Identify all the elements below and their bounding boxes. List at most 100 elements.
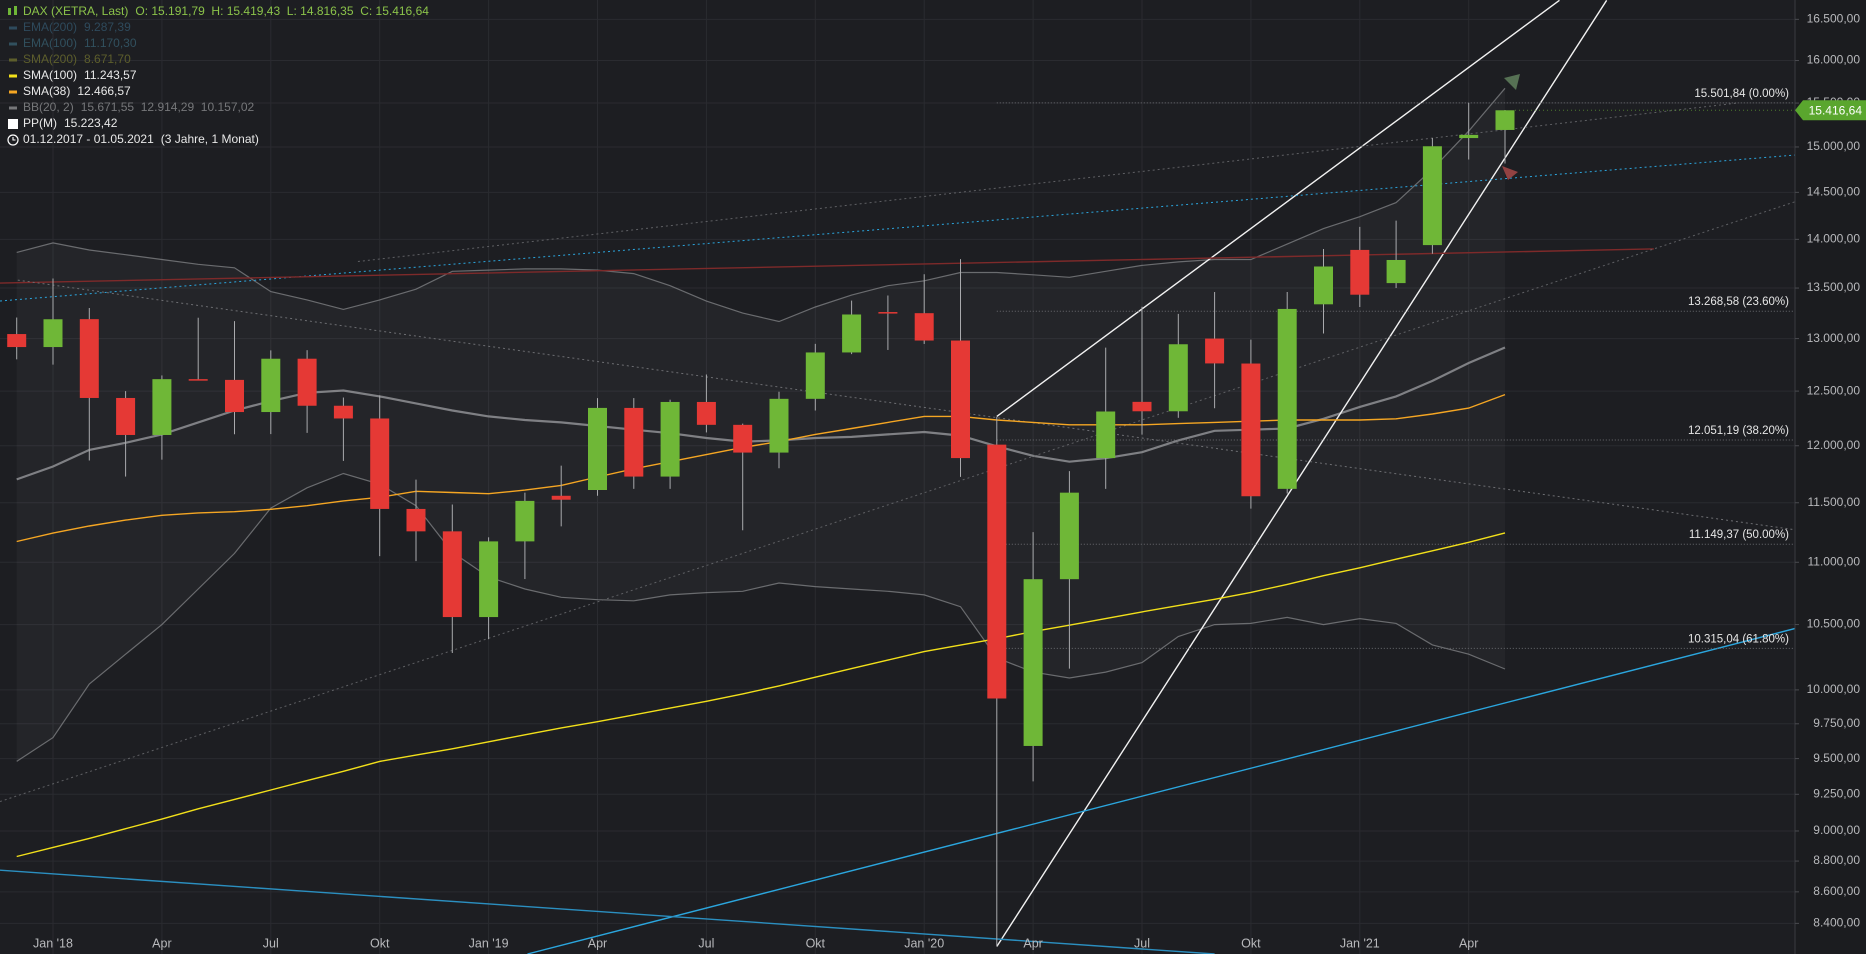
trend-line — [527, 627, 1795, 954]
y-tick-label: 11.000,00 — [1808, 554, 1861, 568]
legend-name: SMA(200) — [23, 52, 77, 66]
x-tick-label: Apr — [152, 936, 171, 950]
trend-line — [0, 248, 1654, 284]
legend-value: 9.287,39 — [84, 20, 131, 34]
candle-body — [1096, 411, 1116, 459]
legend-swatch — [8, 119, 18, 129]
plot-area: 15.501,84 (0.00%) 13.268,58 (23.60%) 12.05… — [0, 0, 1795, 954]
candle-body — [878, 312, 898, 314]
legend-name: EMA(200) — [23, 20, 77, 34]
legend-name: EMA(100) — [23, 36, 77, 50]
x-tick-label: Jan '21 — [1340, 936, 1380, 950]
legend-name: PP(M) — [23, 116, 57, 130]
y-tick-label: 10.500,00 — [1807, 617, 1861, 631]
legend-candle — [14, 6, 17, 15]
candle-body — [1168, 344, 1188, 412]
band-lower — [16, 472, 1506, 762]
legend-value: 15.671,55 12.914,29 10.157,02 — [81, 100, 255, 114]
candle-body — [442, 531, 462, 618]
legend-name: DAX (XETRA, Last) — [23, 4, 128, 18]
x-tick-label: Apr — [1023, 936, 1042, 950]
last-price-label: 15.416,64 — [1809, 103, 1863, 117]
candle-body — [987, 444, 1007, 699]
y-tick-label: 12.000,00 — [1807, 438, 1861, 452]
x-tick-label: Okt — [370, 936, 390, 950]
x-tick-label: Apr — [1459, 936, 1478, 950]
candle-body — [842, 314, 862, 353]
x-tick-label: Apr — [588, 936, 607, 950]
x-tick-label: Jul — [1134, 936, 1150, 950]
candle-body — [1241, 363, 1261, 497]
y-tick-label: 13.500,00 — [1807, 280, 1861, 294]
y-axis-panel — [1795, 0, 1866, 954]
legend-entry: PP(M) 15.223,42 — [23, 116, 118, 130]
candle-body — [1277, 308, 1297, 489]
candle-body — [261, 358, 281, 413]
candle-body — [1495, 110, 1515, 130]
y-tick-label: 15.000,00 — [1807, 139, 1861, 153]
candle-body — [769, 398, 789, 453]
legend-value: 11.243,57 — [84, 68, 137, 82]
trend-line — [17, 279, 1795, 531]
trend-line — [0, 201, 1795, 803]
x-tick-label: Okt — [1241, 936, 1261, 950]
x-tick-label: Okt — [806, 936, 826, 950]
legend-swatch — [9, 58, 17, 62]
legend-entry: 01.12.2017 - 01.05.2021 (3 Jahre, 1 Monat… — [23, 132, 259, 146]
candle-body — [1059, 492, 1079, 580]
legend-name: 01.12.2017 - 01.05.2021 — [23, 132, 154, 146]
y-tick-label: 14.000,00 — [1807, 232, 1861, 246]
last-price-tag — [1795, 100, 1866, 121]
legend-value: 8.671,70 — [84, 52, 131, 66]
x-tick-label: Jan '18 — [33, 936, 73, 950]
y-tick-label: 9.750,00 — [1813, 716, 1860, 730]
candle-body — [733, 424, 753, 453]
legend-name: SMA(38) — [23, 84, 70, 98]
candle-body — [805, 352, 825, 399]
candle-body — [43, 319, 63, 348]
candle-body — [79, 319, 99, 398]
legend-name: BB(20, 2) — [23, 100, 74, 114]
y-tick-label: 9.500,00 — [1813, 751, 1860, 765]
candle-body — [7, 334, 27, 348]
legend-swatch — [9, 42, 17, 46]
legend-value: (3 Jahre, 1 Monat) — [161, 132, 259, 146]
candle-body — [1459, 134, 1479, 139]
legend-swatch — [9, 90, 17, 94]
candle-body — [588, 407, 607, 491]
legend-swatch — [9, 74, 17, 78]
candle-body — [696, 401, 716, 425]
x-tick-label: Jan '20 — [904, 936, 944, 950]
legend-entry: EMA(200) 9.287,39 — [23, 20, 131, 34]
trend-line — [0, 869, 1215, 954]
candle-body — [152, 379, 172, 435]
legend-entry: BB(20, 2) 15.671,55 12.914,29 10.157,02 — [23, 100, 255, 114]
legend-value: 15.223,42 — [64, 116, 118, 130]
candle-body — [515, 500, 535, 542]
arrow-up-marker — [1504, 74, 1520, 90]
fib-label: 10.315,04 (61.80%) — [1688, 633, 1789, 645]
candle-body — [188, 379, 208, 381]
legend-swatch — [9, 26, 17, 30]
legend-entry: SMA(38) 12.466,57 — [23, 84, 131, 98]
legend-value: 11.170,30 — [84, 36, 137, 50]
legend-candle — [8, 8, 11, 15]
candle-body — [406, 508, 426, 532]
trend-line — [357, 102, 1738, 263]
candle-body — [1132, 401, 1152, 412]
legend: DAX (XETRA, Last) O: 15.191,79 H: 15.419,… — [7, 4, 429, 146]
fib-label: 13.268,58 (23.60%) — [1688, 296, 1789, 308]
y-tick-label: 9.000,00 — [1813, 823, 1860, 837]
y-tick-label: 8.600,00 — [1813, 884, 1860, 898]
legend-entry: EMA(100) 11.170,30 — [23, 36, 137, 50]
candle-body — [1314, 266, 1333, 305]
candle-body — [1386, 259, 1406, 284]
fib-label: 12.051,19 (38.20%) — [1688, 425, 1789, 437]
legend-value: O: 15.191,79 H: 15.419,43 L: 14.816,35 C… — [135, 4, 429, 18]
y-tick-label: 14.500,00 — [1807, 185, 1861, 199]
legend-swatch — [9, 106, 17, 110]
legend-entry: DAX (XETRA, Last) O: 15.191,79 H: 15.419,… — [23, 4, 429, 18]
candle-body — [914, 313, 934, 341]
